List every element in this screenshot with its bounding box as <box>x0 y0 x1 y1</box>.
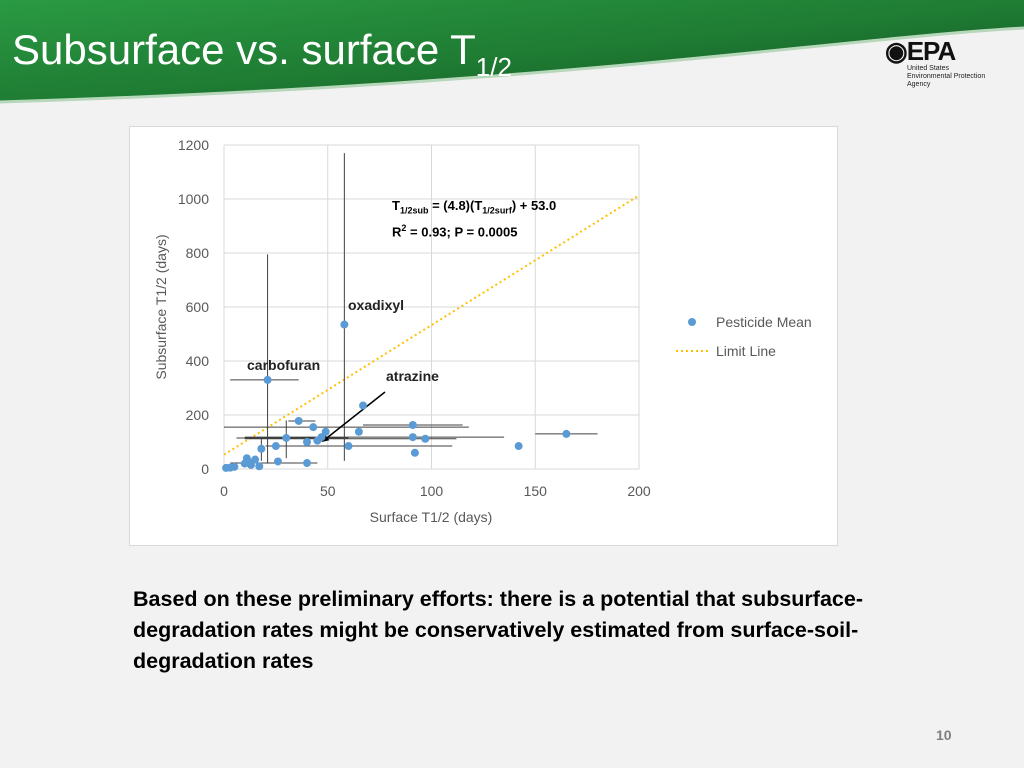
epa-logo: ◉EPA United States Environmental Protect… <box>885 36 1010 88</box>
legend-label-limit-line: Limit Line <box>716 343 776 359</box>
data-point <box>303 438 311 446</box>
annotation-carbofuran: carbofuran <box>247 357 321 373</box>
slide-title: Subsurface vs. surface T1/2 <box>12 26 512 82</box>
data-point <box>359 401 368 410</box>
x-tick-label: 200 <box>627 483 651 499</box>
grid-layer <box>223 144 640 470</box>
epa-logo-text: EPA <box>906 36 957 66</box>
chart-frame: 0 50 100 150 200 0 200 400 600 800 1000 1200 Pestic… <box>129 126 838 546</box>
data-point <box>421 434 430 443</box>
data-point <box>271 442 280 451</box>
legend-label-pesticide-mean: Pesticide Mean <box>716 314 812 330</box>
y-tick-label: 800 <box>186 245 210 261</box>
atrazine-arrow-line <box>325 391 386 440</box>
data-point <box>303 459 311 468</box>
eq-t1: T <box>392 198 400 213</box>
regression-equation: T1/2sub = (4.8)(T1/2surf) + 53.0 R2 = 0.… <box>392 197 556 240</box>
eq-r: R <box>392 223 402 239</box>
data-point <box>410 448 419 457</box>
y-tick-label: 400 <box>186 353 210 369</box>
data-point <box>263 375 272 384</box>
data-point <box>321 427 330 436</box>
data-point <box>408 433 417 442</box>
data-point <box>309 423 318 432</box>
header-banner: Subsurface vs. surface T1/2 ◉EPA United … <box>0 0 1024 110</box>
data-point <box>257 444 266 453</box>
data-point <box>354 427 363 436</box>
x-axis-title: Surface T1/2 (days) <box>370 509 493 525</box>
eq-stats: = 0.93; P = 0.0005 <box>406 223 518 239</box>
data-point <box>282 433 291 442</box>
epa-logo-mark: ◉EPA <box>885 36 957 66</box>
x-tick-label: 100 <box>420 483 444 499</box>
eq-mid: = (4.8)(T <box>428 198 483 213</box>
y-tick-label: 200 <box>186 407 210 423</box>
equation-line-1: T1/2sub = (4.8)(T1/2surf) + 53.0 <box>392 197 556 220</box>
annotation-oxadixyl: oxadixyl <box>348 297 405 313</box>
annotation-arrow-layer <box>321 391 386 442</box>
eq-sup: 2 <box>401 222 407 233</box>
y-tick-label: 1200 <box>178 137 209 153</box>
page-number: 10 <box>936 727 952 743</box>
data-point <box>340 320 349 329</box>
data-point <box>344 442 353 451</box>
data-point <box>251 455 260 464</box>
title-subscript: 1/2 <box>475 52 512 82</box>
data-point <box>562 429 571 438</box>
data-point <box>240 459 249 468</box>
title-main: Subsurface vs. surface T <box>12 26 476 73</box>
x-tick-label: 150 <box>524 483 548 499</box>
eq-sub2: 1/2surf <box>482 205 512 216</box>
y-tick-label: 0 <box>201 461 209 477</box>
body-text: Based on these preliminary efforts: ther… <box>133 587 863 673</box>
legend: Pesticide Mean Limit Line <box>676 314 812 359</box>
data-point <box>294 416 303 425</box>
header-background <box>0 0 1024 110</box>
limit-line-layer <box>223 194 640 456</box>
legend-marker-pesticide-mean <box>688 318 696 326</box>
eq-end: ) + 53.0 <box>511 198 557 213</box>
eq-sub1: 1/2sub <box>399 205 429 216</box>
data-point <box>246 460 255 469</box>
data-point <box>222 463 231 472</box>
data-point <box>408 420 417 429</box>
x-tick-label: 50 <box>320 483 336 499</box>
data-point <box>514 442 523 451</box>
equation-line-2: R2 = 0.93; P = 0.0005 <box>392 220 556 240</box>
x-tick-label: 0 <box>220 483 228 499</box>
scatter-chart: 0 50 100 150 200 0 200 400 600 800 1000 1200 Pestic… <box>153 137 812 525</box>
data-point <box>273 457 282 466</box>
data-point <box>313 436 322 445</box>
y-axis-title: Subsurface T1/2 (days) <box>153 234 169 379</box>
y-tick-label: 1000 <box>178 191 209 207</box>
epa-agency-text: United States Environmental Protection A… <box>907 65 986 88</box>
tick-label-layer: 0 50 100 150 200 0 200 400 600 800 1000 1200 <box>178 137 651 499</box>
point-layer <box>222 320 571 472</box>
limit-line <box>223 194 640 456</box>
data-point <box>255 462 264 471</box>
annotation-atrazine: atrazine <box>386 368 439 384</box>
y-tick-label: 600 <box>186 299 210 315</box>
